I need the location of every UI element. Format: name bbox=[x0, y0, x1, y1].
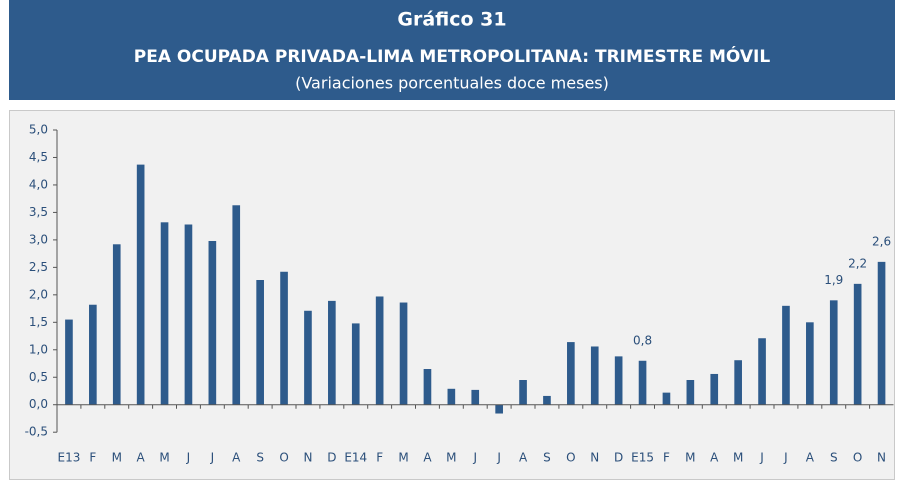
bar bbox=[543, 395, 551, 405]
bar bbox=[877, 261, 886, 405]
bar bbox=[375, 296, 384, 405]
y-tick-label: 5,0 bbox=[29, 123, 48, 137]
x-tick-label: S bbox=[830, 451, 838, 465]
x-tick-label: A bbox=[232, 451, 241, 465]
x-tick-label: J bbox=[210, 451, 215, 465]
bar bbox=[686, 380, 695, 405]
bar bbox=[447, 388, 456, 405]
y-tick-label: 1,5 bbox=[29, 315, 48, 329]
x-tick-label: A bbox=[519, 451, 528, 465]
bar bbox=[806, 322, 814, 405]
plot-panel bbox=[9, 110, 895, 480]
x-tick-label: E13 bbox=[58, 451, 81, 465]
x-tick-label: M bbox=[733, 451, 743, 465]
x-tick-label: J bbox=[472, 451, 477, 465]
x-tick-label: O bbox=[279, 451, 288, 465]
x-tick-label: M bbox=[112, 451, 122, 465]
chart-subtitle: PEA OCUPADA PRIVADA-LIMA METROPOLITANA: … bbox=[134, 45, 771, 67]
x-tick-label: E14 bbox=[344, 451, 367, 465]
x-tick-label: N bbox=[303, 451, 312, 465]
bar bbox=[184, 224, 193, 405]
x-tick-label: N bbox=[590, 451, 599, 465]
x-tick-label: F bbox=[89, 451, 96, 465]
x-tick-label: O bbox=[853, 451, 862, 465]
bar bbox=[280, 271, 288, 405]
bar bbox=[710, 373, 719, 405]
x-tick-label: A bbox=[137, 451, 146, 465]
x-tick-label: J bbox=[759, 451, 764, 465]
bar bbox=[519, 380, 527, 405]
bar bbox=[829, 300, 838, 405]
x-tick-label: A bbox=[423, 451, 432, 465]
bar bbox=[471, 389, 480, 405]
x-tick-label: N bbox=[877, 451, 886, 465]
value-label: 2,2 bbox=[848, 256, 867, 270]
x-tick-label: M bbox=[159, 451, 169, 465]
x-tick-label: E15 bbox=[631, 451, 654, 465]
bar bbox=[638, 360, 647, 405]
x-tick-label: F bbox=[376, 451, 383, 465]
bar bbox=[232, 205, 241, 405]
x-tick-label: S bbox=[256, 451, 264, 465]
x-tick-label: M bbox=[685, 451, 695, 465]
value-label: 0,8 bbox=[633, 333, 652, 347]
chart-note: (Variaciones porcentuales doce meses) bbox=[295, 74, 609, 93]
y-tick-label: 2,0 bbox=[29, 287, 48, 301]
bar bbox=[495, 404, 503, 414]
bar bbox=[208, 240, 217, 405]
x-tick-label: A bbox=[806, 451, 815, 465]
y-tick-label: 0,5 bbox=[29, 370, 48, 384]
x-tick-label: J bbox=[783, 451, 788, 465]
value-label: 1,9 bbox=[824, 273, 843, 287]
bar bbox=[160, 222, 169, 405]
x-tick-label: O bbox=[566, 451, 575, 465]
bar bbox=[734, 360, 742, 405]
chart-title: Gráfico 31 bbox=[397, 9, 506, 31]
bar bbox=[423, 369, 432, 405]
bar bbox=[567, 342, 575, 405]
bar bbox=[662, 392, 671, 405]
bar bbox=[136, 164, 145, 405]
x-tick-label: F bbox=[663, 451, 670, 465]
x-tick-label: M bbox=[446, 451, 456, 465]
x-tick-label: S bbox=[543, 451, 551, 465]
bar bbox=[89, 304, 97, 405]
x-tick-label: J bbox=[496, 451, 501, 465]
title-box bbox=[9, 0, 895, 100]
bar bbox=[328, 300, 336, 405]
x-tick-label: A bbox=[710, 451, 719, 465]
y-tick-label: 1,0 bbox=[29, 342, 48, 356]
bar bbox=[614, 356, 623, 405]
x-tick-label: J bbox=[186, 451, 191, 465]
bar bbox=[65, 319, 73, 405]
value-label: 2,6 bbox=[872, 234, 891, 248]
y-tick-label: 3,5 bbox=[29, 205, 48, 219]
bar bbox=[590, 346, 599, 405]
bar bbox=[399, 302, 408, 405]
bar bbox=[256, 280, 264, 405]
y-tick-label: 0,0 bbox=[29, 397, 48, 411]
y-tick-label: 3,0 bbox=[29, 232, 48, 246]
bar bbox=[758, 338, 766, 405]
bar bbox=[853, 283, 862, 405]
bar bbox=[112, 244, 121, 405]
bar bbox=[782, 305, 790, 405]
x-tick-label: D bbox=[614, 451, 623, 465]
bar bbox=[351, 323, 360, 405]
y-tick-label: -0,5 bbox=[25, 425, 48, 439]
x-tick-label: D bbox=[327, 451, 336, 465]
y-tick-label: 4,5 bbox=[29, 150, 48, 164]
y-tick-label: 4,0 bbox=[29, 177, 48, 191]
y-tick-label: 2,5 bbox=[29, 260, 48, 274]
x-tick-label: M bbox=[398, 451, 408, 465]
bar bbox=[304, 310, 312, 405]
